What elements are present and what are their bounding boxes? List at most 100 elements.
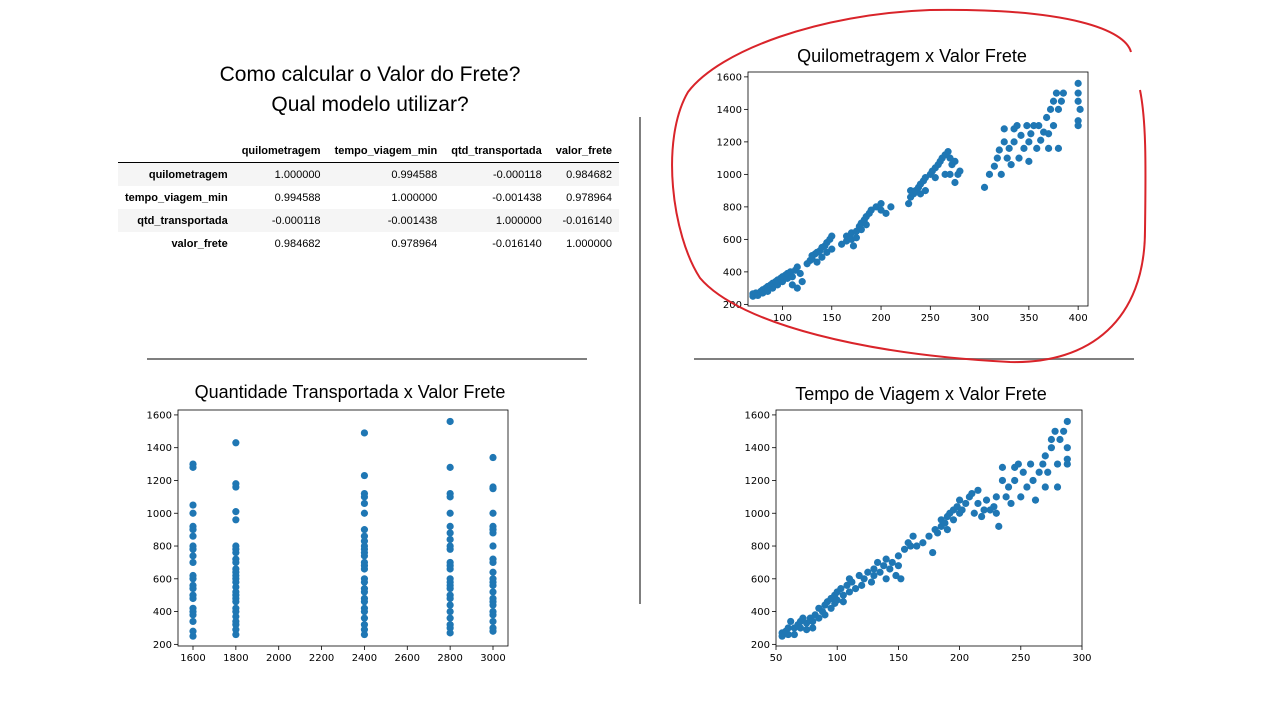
data-point [837, 585, 845, 593]
data-point [1015, 154, 1023, 162]
x-tick-label: 250 [921, 313, 940, 324]
data-point [990, 162, 998, 170]
data-point [998, 476, 1007, 485]
data-point [489, 529, 497, 537]
data-point [852, 234, 861, 242]
data-point [839, 591, 847, 599]
data-point [921, 187, 929, 195]
data-point [1033, 144, 1041, 152]
data-point [446, 509, 454, 517]
y-tick-label: 1600 [147, 410, 172, 421]
x-tick-label: 250 [1011, 653, 1030, 664]
y-tick-label: 1400 [717, 105, 742, 116]
data-point [839, 598, 847, 606]
data-point [232, 516, 240, 524]
column-header: qtd_transportada [444, 140, 549, 163]
data-point [189, 575, 197, 583]
data-point [913, 542, 921, 550]
data-point [798, 278, 806, 286]
table-cell: -0.000118 [271, 214, 321, 227]
data-point [1035, 468, 1043, 476]
table-row: valor_frete 0.984682 0.978964 -0.016140 … [118, 232, 619, 255]
data-point [845, 588, 854, 596]
data-point [958, 506, 966, 514]
y-tick-label: 200 [153, 640, 172, 651]
data-point [1039, 460, 1047, 468]
data-point [1043, 113, 1051, 122]
x-tick-label: 2200 [309, 653, 334, 664]
table-cell: -0.016140 [492, 237, 542, 250]
data-point [894, 552, 902, 560]
y-tick-label: 600 [153, 574, 172, 585]
y-tick-label: 1200 [745, 476, 770, 487]
y-tick-label: 1400 [745, 443, 770, 454]
data-point [1044, 130, 1053, 138]
data-point [793, 263, 801, 271]
data-point [189, 501, 197, 509]
data-point [864, 568, 872, 576]
data-point [1000, 138, 1008, 146]
y-tick-label: 1200 [147, 476, 172, 487]
data-point [360, 526, 369, 534]
data-point [909, 532, 917, 540]
data-point [360, 607, 369, 616]
data-point [828, 232, 836, 240]
table-row: tempo_viagem_min 0.994588 1.000000 -0.00… [118, 186, 619, 209]
y-tick-label: 1000 [147, 509, 172, 520]
data-point [189, 552, 197, 560]
data-point [189, 509, 197, 517]
table-cell: -0.001438 [492, 191, 542, 204]
vertical-divider [639, 117, 641, 604]
data-point [993, 154, 1001, 162]
data-point [1002, 493, 1010, 501]
table-row: quilometragem 1.000000 0.994588 -0.00011… [118, 162, 619, 186]
data-point [870, 565, 878, 573]
data-point [1005, 144, 1013, 152]
data-point [446, 493, 454, 501]
x-tick-label: 300 [1072, 653, 1091, 664]
data-point [1019, 468, 1027, 476]
data-point [982, 496, 991, 504]
table-cell: -0.016140 [562, 214, 612, 227]
data-point [990, 503, 998, 511]
data-point [1020, 144, 1028, 152]
data-point [360, 565, 369, 573]
data-point [1074, 79, 1082, 87]
y-tick-label: 800 [723, 202, 742, 213]
data-point [956, 496, 964, 504]
data-point [867, 578, 876, 586]
data-point [894, 562, 902, 570]
x-tick-label: 2600 [395, 653, 420, 664]
data-point [1007, 499, 1015, 508]
x-tick-label: 2400 [352, 653, 377, 664]
data-point [1014, 460, 1022, 468]
table-cell: 0.984682 [274, 237, 321, 250]
data-point [985, 170, 994, 178]
data-point [888, 558, 896, 567]
data-point [446, 614, 454, 622]
data-point [997, 170, 1005, 178]
data-point [446, 594, 454, 603]
data-point [1017, 131, 1025, 139]
data-point [1060, 427, 1068, 435]
data-point [232, 548, 240, 557]
y-tick-label: 400 [153, 607, 172, 618]
data-point [446, 607, 454, 616]
data-point [489, 558, 497, 567]
data-point [974, 499, 982, 508]
row-label: qtd_transportada [137, 214, 228, 227]
data-point [189, 617, 197, 626]
data-point [232, 439, 240, 447]
table-corner-cell [118, 140, 235, 163]
data-point [1059, 89, 1067, 97]
data-point [833, 596, 841, 604]
x-tick-label: 50 [770, 653, 783, 664]
data-point [489, 568, 497, 576]
data-point [232, 598, 240, 606]
data-point [796, 624, 805, 632]
annotation-circle [671, 8, 1147, 364]
y-tick-label: 400 [751, 607, 770, 618]
data-point [189, 585, 197, 593]
scatter-chart-quilometragem: 200 400 600 800 1000 1200 1400 1600 100 150 200 250… [717, 71, 1089, 324]
data-point [1044, 468, 1052, 476]
